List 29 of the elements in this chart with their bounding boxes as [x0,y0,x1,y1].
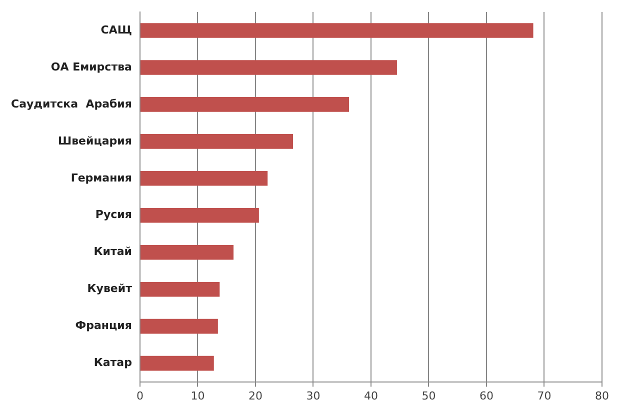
bar [140,60,397,75]
bar [140,23,534,38]
bar [140,244,234,260]
x-tick-label: 50 [422,389,436,402]
y-tick-label: Франция [75,319,132,332]
bar [140,97,350,112]
y-tick-label: Кувейт [87,282,133,296]
y-tick-label: САЩ [100,23,132,36]
y-tick-label: Китай [94,245,132,258]
x-tick-label: 70 [537,389,552,402]
bar [140,134,294,149]
y-tick-label: ОА Емирства [50,60,132,74]
bar [140,208,259,223]
x-tick-label: 40 [364,389,378,402]
x-tick-label: 60 [479,389,494,402]
y-tick-label: Швейцария [58,134,132,148]
y-tick-label: Катар [94,356,132,370]
x-tick-label: 20 [248,389,262,402]
bar [140,318,218,334]
bar [140,171,268,186]
x-tick-label: 80 [595,389,609,402]
bar [140,282,220,297]
y-tick-label: Саудитска Арабия [10,97,132,110]
x-tick-label: 0 [136,389,144,402]
x-tick-label: 10 [190,389,205,402]
y-tick-label: Германия [70,171,132,184]
bar [140,356,214,371]
y-tick-label: Русия [95,208,132,222]
x-tick-label: 30 [306,389,320,402]
